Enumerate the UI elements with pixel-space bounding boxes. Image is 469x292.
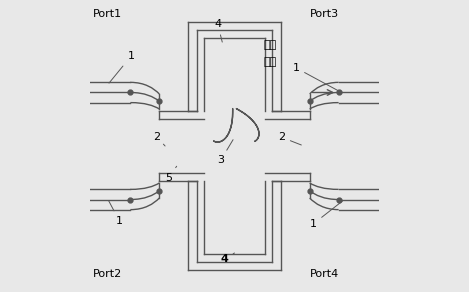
Text: Port2: Port2 xyxy=(93,269,122,279)
Text: 传输: 传输 xyxy=(264,40,277,50)
Text: 5: 5 xyxy=(165,166,177,183)
Text: 3: 3 xyxy=(217,140,233,165)
Text: 1: 1 xyxy=(109,51,135,83)
Text: 2: 2 xyxy=(153,132,165,146)
Text: 1: 1 xyxy=(292,63,339,91)
Text: Port4: Port4 xyxy=(310,269,339,279)
Text: 1: 1 xyxy=(108,201,123,226)
Text: 1: 1 xyxy=(310,201,342,229)
Text: 2: 2 xyxy=(278,132,301,145)
Text: 4: 4 xyxy=(220,253,234,264)
Text: Port3: Port3 xyxy=(310,9,339,19)
Text: Port1: Port1 xyxy=(93,9,122,19)
Text: 线路: 线路 xyxy=(264,57,277,67)
Text: 4: 4 xyxy=(214,20,222,42)
